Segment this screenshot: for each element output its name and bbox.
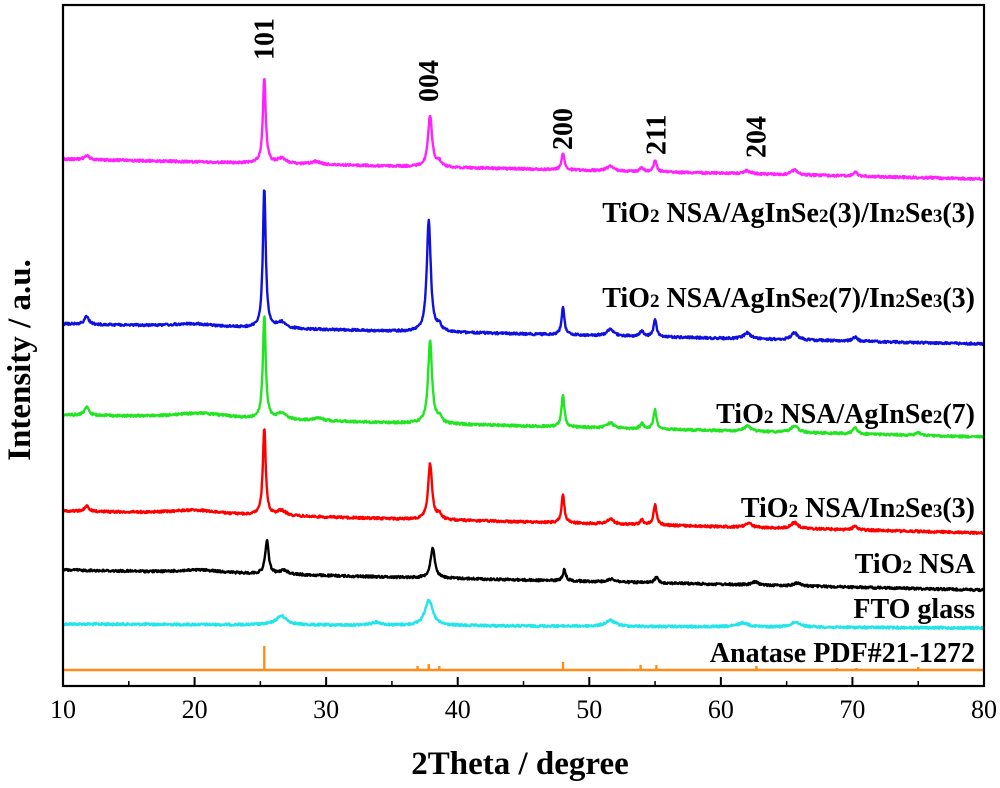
series-line bbox=[63, 646, 984, 672]
series-label: TiO2 NSA/In2Se3(3) bbox=[741, 493, 975, 524]
series-label: TiO2 NSA/AgInSe2(7)/In2Se3(3) bbox=[602, 283, 975, 314]
peak-index-label: 211 bbox=[641, 115, 672, 155]
x-tick-label: 40 bbox=[445, 695, 471, 724]
series-line bbox=[62, 189, 985, 346]
axes-layer bbox=[61, 3, 986, 688]
series-line bbox=[61, 538, 986, 593]
series-line bbox=[62, 428, 985, 536]
series-line bbox=[61, 315, 986, 439]
series-label: TiO2 NSA/AgInSe2(7) bbox=[716, 399, 975, 430]
peak-index-label: 204 bbox=[741, 116, 772, 158]
series-label: TiO2 NSA bbox=[855, 549, 976, 580]
x-tick-label: 30 bbox=[313, 695, 339, 724]
x-tick-label: 60 bbox=[708, 695, 734, 724]
y-axis-title: Intensity / a.u. bbox=[2, 259, 38, 461]
peak-index-label: 004 bbox=[414, 60, 445, 102]
label-layer: Anatase PDF#21-1272 FTO glass TiO2 NSA TiO2… bbox=[249, 18, 975, 669]
x-tick-label: 80 bbox=[971, 695, 997, 724]
series-layer bbox=[61, 78, 986, 672]
peak-index-label: 101 bbox=[249, 18, 280, 60]
x-tick-label: 10 bbox=[50, 695, 76, 724]
series-line bbox=[61, 78, 985, 182]
tick-layer: 10 20 30 40 50 60 70 80 bbox=[50, 677, 997, 724]
series-label: Anatase PDF#21-1272 bbox=[710, 638, 975, 669]
series-label: TiO2 NSA/AgInSe2(3)/In2Se3(3) bbox=[602, 198, 975, 229]
series-label: FTO glass bbox=[853, 594, 975, 625]
plot-frame bbox=[61, 3, 986, 688]
x-tick-label: 50 bbox=[576, 695, 602, 724]
x-axis-title: 2Theta / degree bbox=[411, 746, 629, 782]
series-line bbox=[62, 598, 986, 631]
x-tick-label: 20 bbox=[182, 695, 208, 724]
peak-index-label: 200 bbox=[548, 108, 579, 150]
x-tick-label: 70 bbox=[839, 695, 865, 724]
